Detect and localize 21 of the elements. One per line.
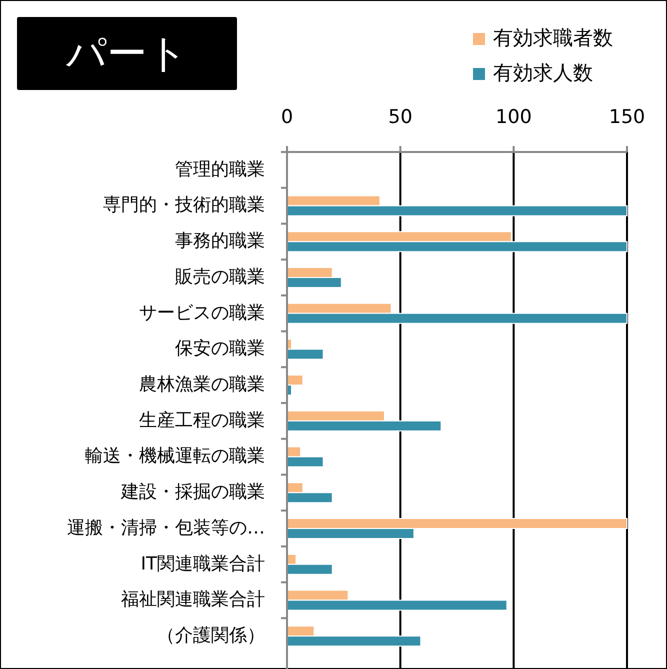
y-tick-label: 輸送・機械運転の職業 [85, 446, 265, 467]
legend-label: 有効求人数 [493, 60, 593, 84]
chart-title: パート [65, 30, 188, 77]
x-tick-label: 50 [388, 106, 412, 128]
y-tick-label: 福祉関連職業合計 [121, 589, 265, 610]
y-tick-label: 管理的職業 [175, 158, 265, 180]
legend-label: 有効求職者数 [493, 25, 613, 50]
y-tick-label: IT関連職業合計 [140, 553, 265, 574]
y-tick-label: 販売の職業 [175, 266, 265, 288]
x-tick-label: 0 [280, 106, 294, 128]
y-tick-label: 専門的・技術的職業 [103, 194, 265, 216]
y-tick-label: 保安の職業 [175, 338, 265, 360]
y-tick-label: 農林漁業の職業 [139, 374, 265, 395]
y-tick-label: サービスの職業 [139, 302, 265, 324]
y-tick-label: 建設・採掘の職業 [120, 482, 265, 503]
y-tick-label: 事務的職業 [175, 230, 265, 252]
x-tick-label: 100 [496, 106, 532, 128]
x-tick-label: 150 [608, 106, 646, 128]
y-tick-label: （介護関係） [157, 624, 265, 646]
y-tick-label: 運搬・清掃・包装等の… [67, 517, 265, 538]
y-tick-label: 生産工程の職業 [139, 410, 265, 431]
